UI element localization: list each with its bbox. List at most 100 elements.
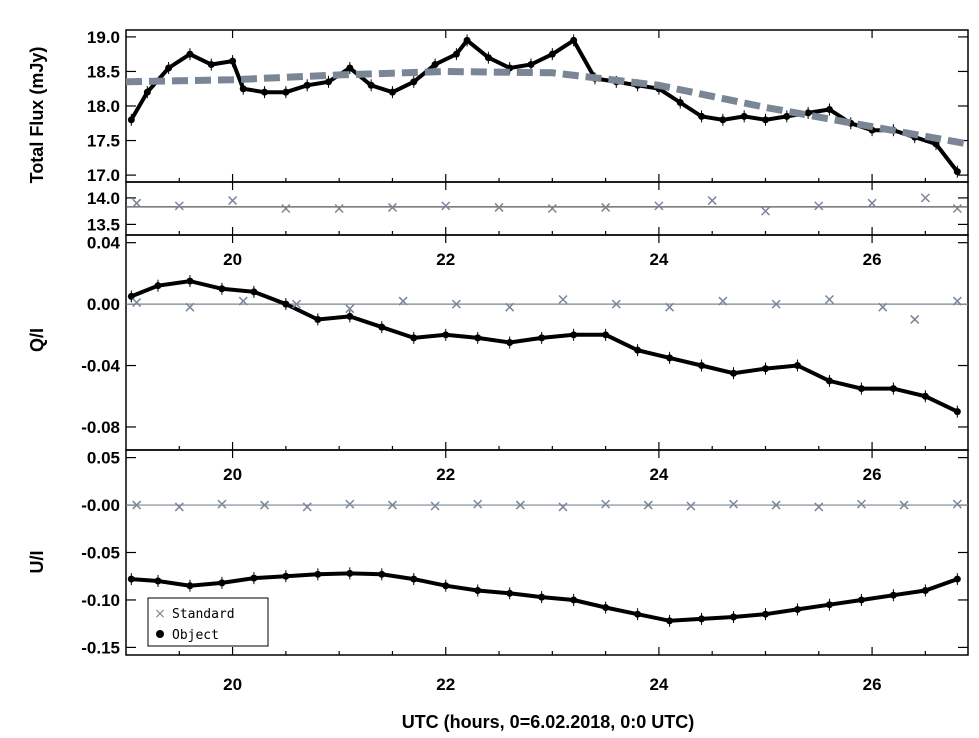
object-point-flux xyxy=(548,50,556,58)
object-point-u xyxy=(250,574,258,582)
object-point-flux xyxy=(783,112,791,120)
standard-point-u xyxy=(771,500,781,510)
fit-line-flux xyxy=(125,67,969,148)
object-point-u xyxy=(538,593,546,601)
object-point-u xyxy=(410,575,418,583)
x-axis-title: UTC (hours, 0=6.02.2018, 0:0 UTC) xyxy=(402,712,695,732)
y-tick-label-u: -0.15 xyxy=(81,638,120,657)
standard-point-q xyxy=(824,294,834,305)
standard-cross-stroke xyxy=(558,294,568,305)
standard-point-standard-flux xyxy=(174,201,184,211)
object-point-flux xyxy=(761,116,769,124)
object-point-q xyxy=(857,385,865,393)
object-point-flux xyxy=(303,81,311,89)
inner-x-tick-label-u: 24 xyxy=(649,465,668,484)
standard-cross-stroke xyxy=(867,198,877,208)
ylabel-u: U/I xyxy=(27,550,47,573)
standard-cross-stroke xyxy=(398,296,408,306)
standard-point-u xyxy=(430,501,440,511)
object-point-flux xyxy=(825,105,833,113)
standard-point-u xyxy=(601,499,611,509)
standard-cross-stroke xyxy=(814,502,824,512)
object-point-flux xyxy=(346,64,354,72)
standard-cross-stroke xyxy=(441,201,451,211)
inner-x-tick-label-u: 20 xyxy=(223,465,242,484)
standard-cross-stroke xyxy=(856,499,866,509)
object-point-flux xyxy=(186,50,194,58)
object-point-u xyxy=(730,613,738,621)
object-point-flux xyxy=(388,88,396,96)
standard-point-standard-flux xyxy=(601,202,611,212)
standard-cross-stroke xyxy=(132,298,142,308)
object-point-q xyxy=(186,277,194,285)
object-point-flux xyxy=(953,168,961,176)
standard-point-u xyxy=(260,500,270,510)
standard-point-q xyxy=(771,299,781,309)
object-point-flux xyxy=(740,112,748,120)
y-tick-label-standard-flux: 14.0 xyxy=(87,189,120,208)
standard-cross-stroke xyxy=(228,196,238,206)
object-point-flux xyxy=(367,81,375,89)
object-point-q xyxy=(474,334,482,342)
object-point-flux xyxy=(527,61,535,69)
object-point-u xyxy=(282,572,290,580)
object-point-u xyxy=(314,570,322,578)
standard-point-standard-flux xyxy=(707,196,717,206)
standard-cross-stroke xyxy=(260,500,270,510)
object-point-flux xyxy=(325,78,333,86)
legend-cross-icon: × xyxy=(154,606,166,622)
panel-frame-q xyxy=(125,234,969,451)
standard-point-standard-flux xyxy=(228,196,238,206)
standard-cross-stroke xyxy=(185,302,195,312)
standard-point-standard-flux xyxy=(334,203,344,214)
x-tick-label: 24 xyxy=(649,675,668,694)
y-tick-label-flux: 19.0 xyxy=(87,28,120,47)
standard-point-q xyxy=(718,296,728,306)
standard-cross-stroke xyxy=(611,299,621,309)
object-point-q xyxy=(730,369,738,377)
object-point-flux xyxy=(239,85,247,93)
standard-point-standard-flux xyxy=(281,203,291,214)
data-layer xyxy=(125,34,969,627)
y-tick-label-flux: 17.0 xyxy=(87,166,120,185)
object-point-u xyxy=(953,575,961,583)
object-point-u xyxy=(570,596,578,604)
standard-cross-stroke xyxy=(430,501,440,511)
standard-point-u xyxy=(856,499,866,509)
object-point-u xyxy=(186,582,194,590)
inner-x-tick-label-q: 24 xyxy=(649,250,668,269)
object-trace-q xyxy=(130,279,959,414)
standard-point-q xyxy=(878,302,888,312)
y-tick-label-flux: 18.5 xyxy=(87,62,120,81)
object-point-u xyxy=(127,575,135,583)
object-point-flux xyxy=(676,99,684,107)
y-tick-label-q: -0.04 xyxy=(81,357,120,376)
standard-point-u xyxy=(643,500,653,510)
y-tick-label-q: -0.08 xyxy=(81,418,120,437)
object-point-flux xyxy=(143,88,151,96)
object-point-q xyxy=(282,300,290,308)
standard-point-standard-flux xyxy=(494,202,504,212)
standard-cross-stroke xyxy=(707,196,717,206)
y-tick-label-u: -0.10 xyxy=(81,591,120,610)
standard-cross-stroke xyxy=(771,299,781,309)
standard-point-u xyxy=(473,499,483,509)
standard-cross-stroke xyxy=(281,203,291,214)
x-tick-label: 26 xyxy=(863,675,882,694)
x-tick-label: 22 xyxy=(436,675,455,694)
object-point-flux xyxy=(127,116,135,124)
standard-cross-stroke xyxy=(515,500,525,510)
ylabel-q: Q/I xyxy=(27,328,47,352)
standard-point-q xyxy=(558,294,568,305)
standard-cross-stroke xyxy=(292,299,302,309)
y-tick-label-flux: 18.0 xyxy=(87,97,120,116)
standard-cross-stroke xyxy=(558,502,568,512)
object-point-u xyxy=(825,601,833,609)
standard-cross-stroke xyxy=(814,201,824,211)
standard-cross-stroke xyxy=(952,203,962,214)
object-point-flux xyxy=(719,116,727,124)
standard-cross-stroke xyxy=(952,499,962,509)
standard-point-standard-flux xyxy=(547,203,557,214)
object-point-u xyxy=(442,582,450,590)
standard-cross-stroke xyxy=(132,198,142,208)
